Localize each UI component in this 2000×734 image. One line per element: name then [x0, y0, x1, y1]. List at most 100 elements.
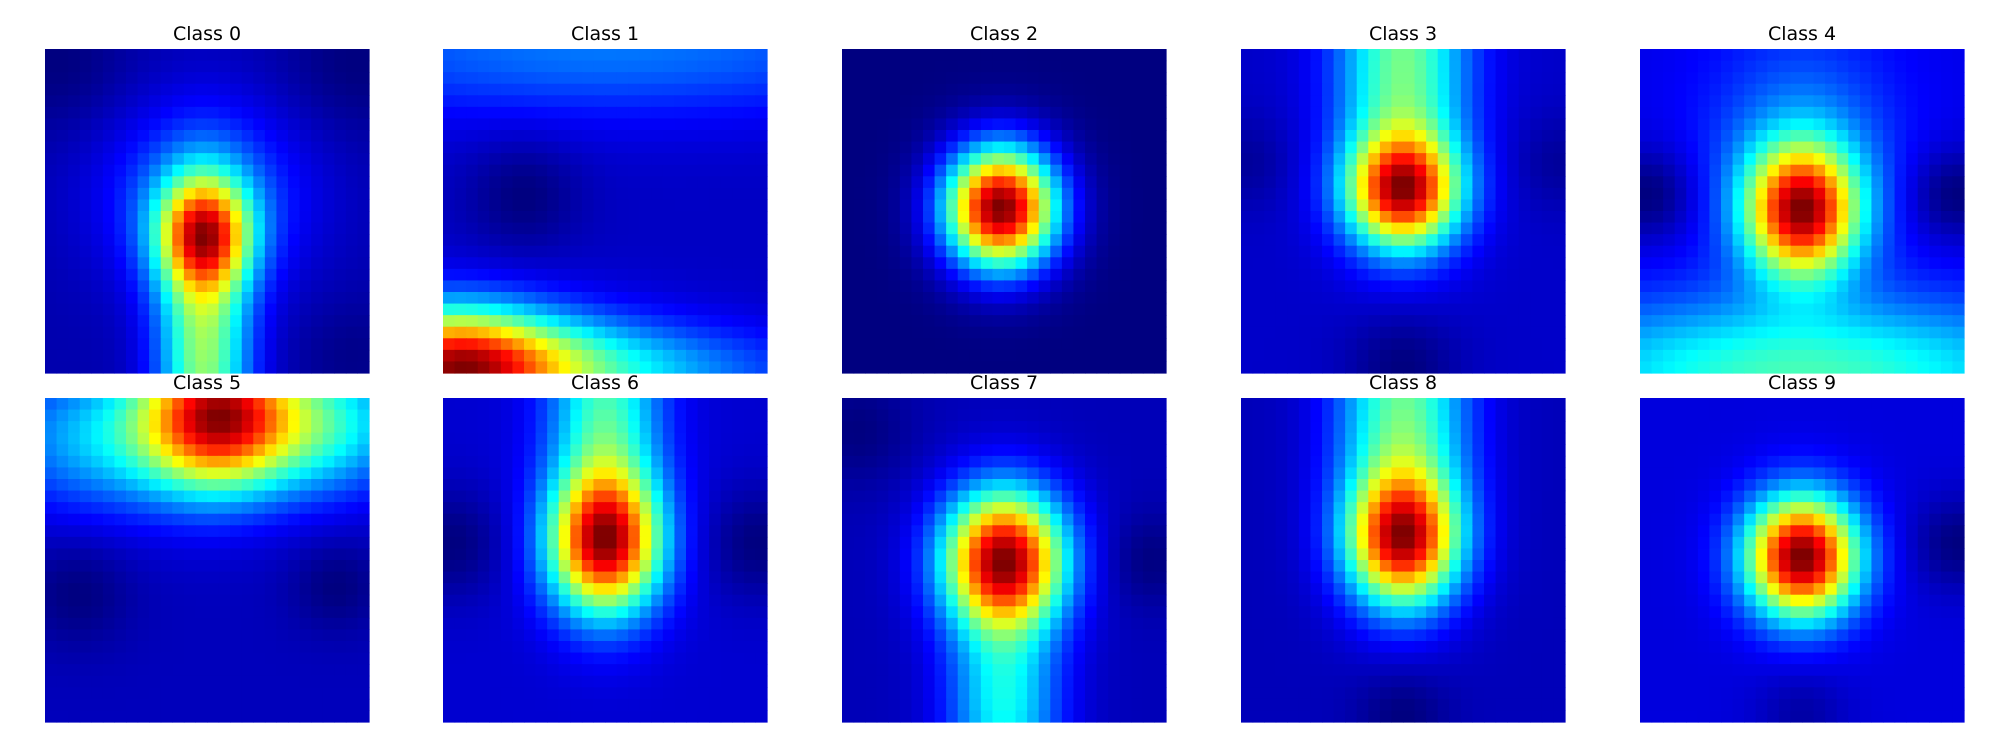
heatmap-cell	[1767, 153, 1780, 166]
heatmap-cell	[1778, 176, 1792, 189]
heatmap-cell	[923, 303, 936, 316]
heatmap-cell	[230, 641, 243, 654]
heatmap-cell	[1848, 268, 1861, 282]
heatmap-cell	[276, 664, 289, 677]
heatmap-cell	[1241, 49, 1254, 62]
heatmap-cell	[288, 268, 301, 282]
heatmap-cell	[1038, 280, 1051, 293]
heatmap-cell	[570, 432, 583, 445]
heatmap-cell	[1287, 187, 1300, 201]
heatmap-cell	[1038, 361, 1051, 374]
heatmap-cell	[558, 455, 571, 469]
heatmap-cell	[934, 361, 947, 374]
heatmap-cell	[1368, 60, 1381, 73]
heatmap-cell	[1530, 199, 1543, 212]
heatmap-cell	[1142, 268, 1156, 282]
heatmap-cell	[512, 315, 525, 328]
heatmap-cell	[934, 176, 947, 189]
heatmap-cell	[1449, 106, 1462, 120]
heatmap-cell	[183, 617, 197, 631]
heatmap-cell	[79, 409, 92, 422]
heatmap-cell	[207, 583, 220, 596]
heatmap-cell	[102, 571, 116, 584]
heatmap-cell	[755, 118, 768, 131]
heatmap-cell	[1015, 222, 1028, 235]
heatmap-cell	[1640, 187, 1653, 201]
heatmap-cell	[1154, 257, 1167, 270]
heatmap-cell	[264, 444, 278, 457]
heatmap-cell	[911, 106, 924, 120]
heatmap-cell	[345, 234, 359, 247]
heatmap-cell	[1940, 361, 1954, 374]
heatmap-cell	[1119, 176, 1132, 189]
heatmap-cell	[1790, 361, 1803, 374]
heatmap-cell	[264, 130, 278, 143]
heatmap-cell	[264, 710, 278, 723]
heatmap-cell	[288, 664, 301, 677]
heatmap-cell	[1883, 349, 1896, 363]
heatmap-cell	[697, 303, 710, 316]
heatmap-cell	[334, 257, 347, 270]
heatmap-cell	[1154, 60, 1167, 73]
heatmap-cell	[535, 361, 548, 374]
heatmap-cell	[1038, 95, 1051, 108]
heatmap-cell	[570, 130, 583, 143]
heatmap-cell	[732, 211, 745, 224]
heatmap-cell	[616, 361, 629, 374]
heatmap-cell	[322, 164, 335, 177]
heatmap-cell	[79, 652, 92, 665]
heatmap-cell	[605, 83, 618, 96]
heatmap-cell	[1848, 326, 1861, 339]
heatmap-cell	[334, 502, 347, 515]
heatmap-cell	[264, 409, 278, 422]
heatmap-cell	[911, 303, 924, 316]
heatmap-cell	[264, 49, 278, 62]
heatmap-cell	[299, 83, 312, 96]
heatmap-cell	[1403, 315, 1416, 328]
heatmap-cell	[1530, 153, 1543, 166]
heatmap-cell	[1275, 83, 1288, 96]
heatmap-cell	[1894, 141, 1907, 154]
heatmap-cell	[1709, 222, 1722, 235]
heatmap-cell	[149, 548, 162, 561]
heatmap-cell	[651, 118, 664, 131]
heatmap-cell	[1825, 106, 1838, 120]
heatmap-cell	[1709, 95, 1722, 108]
heatmap-cell	[68, 398, 81, 411]
heatmap-cell	[68, 548, 81, 561]
heatmap-cell	[1379, 187, 1393, 201]
heatmap-cell	[755, 338, 768, 351]
heatmap-cell	[253, 594, 266, 607]
heatmap-cell	[276, 502, 289, 515]
heatmap-cell	[1929, 280, 1942, 293]
heatmap-cell	[1929, 211, 1942, 224]
heatmap-cell	[1541, 303, 1555, 316]
heatmap-cell	[1929, 141, 1942, 154]
heatmap-cell	[697, 455, 710, 469]
heatmap-cell	[207, 421, 220, 434]
heatmap-cell	[345, 326, 359, 339]
heatmap-cell	[207, 106, 220, 120]
heatmap-cell	[1403, 326, 1416, 339]
heatmap-cell	[264, 490, 278, 503]
heatmap-cell	[1050, 338, 1063, 351]
heatmap-cell	[1403, 106, 1416, 120]
heatmap-cell	[1368, 315, 1381, 328]
heatmap-cell	[311, 361, 324, 374]
heatmap-cell	[1721, 153, 1734, 166]
heatmap-cell	[114, 211, 127, 224]
heatmap-cell	[1755, 95, 1768, 108]
heatmap-cell	[1495, 211, 1508, 224]
heatmap-cell	[137, 490, 150, 503]
heatmap-cell	[1015, 49, 1028, 62]
heatmap-cell	[1825, 349, 1838, 363]
heatmap-cell	[1310, 326, 1323, 339]
heatmap-cell	[686, 153, 699, 166]
heatmap-cell	[957, 130, 970, 143]
heatmap-cell	[605, 479, 618, 492]
heatmap-panel-class-0: Class 0	[45, 23, 370, 374]
heatmap-cell	[1287, 106, 1300, 120]
heatmap-cell	[1391, 280, 1404, 293]
heatmap-cell	[126, 245, 139, 258]
heatmap-cell	[1813, 176, 1826, 189]
